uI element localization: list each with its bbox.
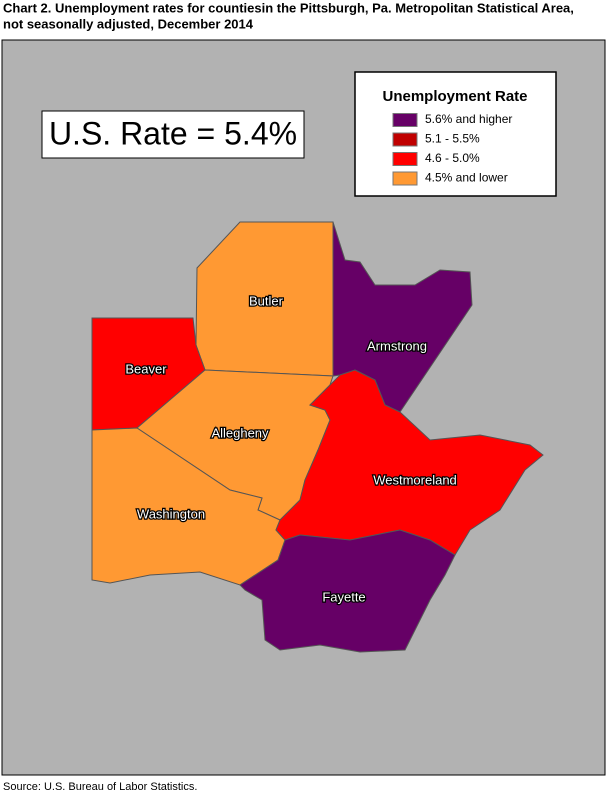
legend-swatch [392,113,418,127]
legend-swatch [392,152,418,166]
source: Source: U.S. Bureau of Labor Statistics. [3,781,197,793]
us-rate-box [41,110,305,159]
legend-label: 4.6 - 5.0% [425,151,480,165]
legend-label: 5.6% and higher [425,112,512,126]
legend-swatch [392,171,418,186]
county-label: Beaver [125,361,167,376]
legend-swatch [392,132,418,147]
legend-label: 5.1 - 5.5% [425,132,480,146]
county [239,529,456,653]
county-label: Butler [249,293,284,308]
title-line: not seasonally adjusted, December 2014 [3,16,254,31]
legend-label: 4.5% and lower [425,171,508,185]
county-label: Washington [137,506,205,521]
county-label: Allegheny [211,425,269,440]
legend-box [354,71,557,197]
county-label: Armstrong [367,338,427,353]
us-rate: U.S. Rate = 5.4% [49,115,297,151]
legend-items: 5.6% and higher 5.1 - 5.5% 4.6 - 5.0% 4.5% … [392,112,512,186]
title-line: Chart 2. Unemployment rates for counties… [3,0,574,15]
county-label: Westmoreland [373,472,457,487]
legend-title: Unemployment Rate [382,88,527,105]
county-label: Fayette [322,589,365,604]
